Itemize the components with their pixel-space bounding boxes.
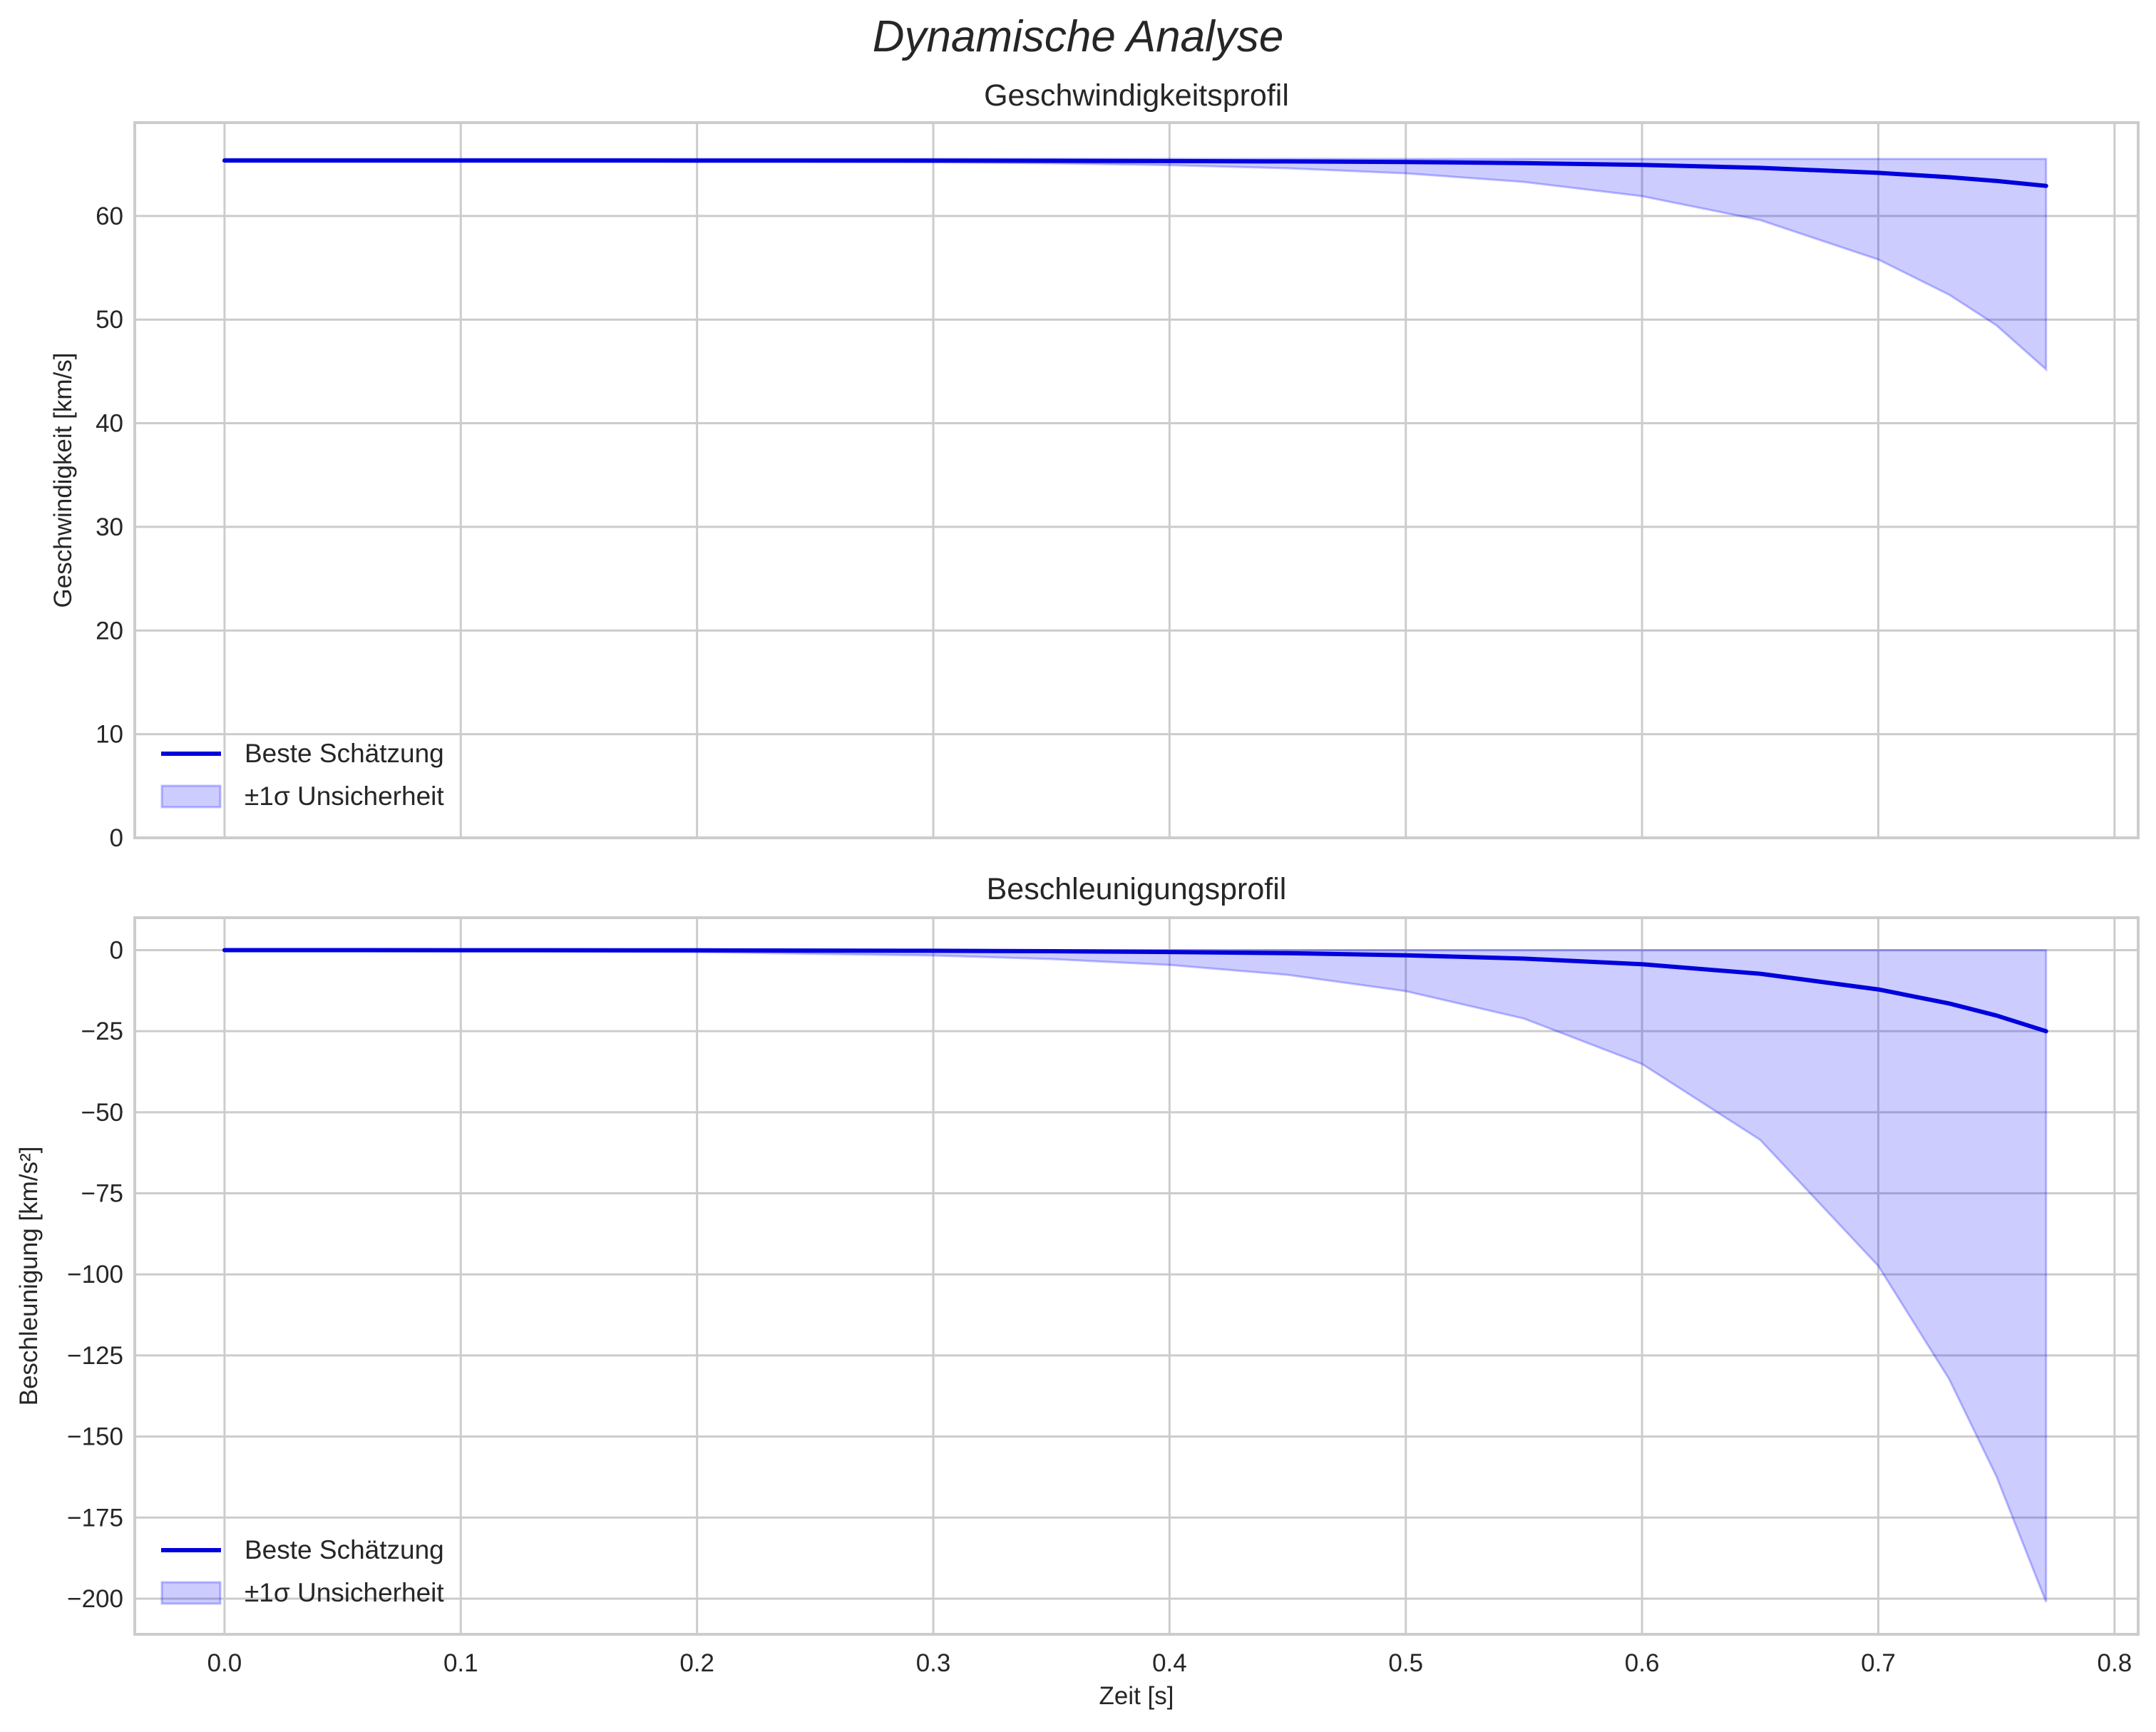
y-tick-label: 0 [110,824,123,852]
legend-label: ±1σ Unsicherheit [245,1578,444,1607]
legend-label: Beste Schätzung [245,739,444,768]
acceleration-subplot: Beschleunigungsprofil Beschleunigung [km… [15,872,2140,1710]
best-estimate-line [222,948,2048,1034]
legend-band-swatch [160,784,222,809]
y-tick-label: −150 [67,1423,123,1451]
x-tick-label: 0.3 [916,1649,951,1677]
x-tick-label: 0.7 [1861,1649,1896,1677]
y-tick-label: −175 [67,1504,123,1532]
velocity-legend: Beste Schätzung ±1σ Unsicherheit [160,739,444,811]
y-tick-label: 30 [96,513,123,541]
acceleration-subplot-title: Beschleunigungsprofil [987,872,1287,906]
x-tick-label: 0.2 [679,1649,714,1677]
y-tick-label: 40 [96,410,123,438]
legend-band-swatch [160,1581,222,1605]
velocity-tick-labels: 0 10 20 30 40 50 60 [96,203,123,852]
figure-suptitle: Dynamische Analyse [873,12,1284,61]
x-tick-label: 0.5 [1388,1649,1423,1677]
y-tick-label: −100 [67,1261,123,1288]
y-tick-label: 0 [110,936,123,964]
y-tick-label: −75 [81,1180,123,1208]
axes-frame [133,121,2140,839]
velocity-plot-area [133,121,2140,839]
legend-label: Beste Schätzung [245,1535,444,1564]
best-estimate-line [222,158,2048,188]
axes-frame [133,916,2140,1636]
x-tick-label: 0.0 [207,1649,242,1677]
time-x-axis-label: Zeit [s] [1099,1682,1174,1710]
velocity-subplot-title: Geschwindigkeitsprofil [984,78,1289,113]
velocity-subplot: Geschwindigkeitsprofil Geschwindigkeit [… [49,78,2140,852]
acceleration-tick-labels: 0 −25 −50 −75 −100 −125 −150 −175 −200 0.0 0.1 0.2 0… [67,936,2132,1677]
x-tick-label: 0.1 [443,1649,478,1677]
y-tick-label: 20 [96,617,123,645]
legend-label: ±1σ Unsicherheit [245,782,444,811]
y-tick-label: 50 [96,306,123,334]
y-tick-label: −50 [81,1099,123,1127]
acceleration-gridlines [135,918,2138,1634]
acceleration-legend: Beste Schätzung ±1σ Unsicherheit [160,1535,444,1607]
acceleration-y-axis-label: Beschleunigung [km/s²] [15,1147,43,1406]
y-tick-label: −125 [67,1342,123,1370]
acceleration-plot-area [133,916,2140,1636]
x-tick-label: 0.4 [1152,1649,1187,1677]
velocity-y-axis-label: Geschwindigkeit [km/s] [49,353,77,608]
x-tick-label: 0.8 [2098,1649,2132,1677]
y-tick-label: −200 [67,1585,123,1613]
y-tick-label: −25 [81,1018,123,1045]
y-tick-label: 10 [96,721,123,749]
x-tick-label: 0.6 [1625,1649,1660,1677]
y-tick-label: 60 [96,203,123,230]
